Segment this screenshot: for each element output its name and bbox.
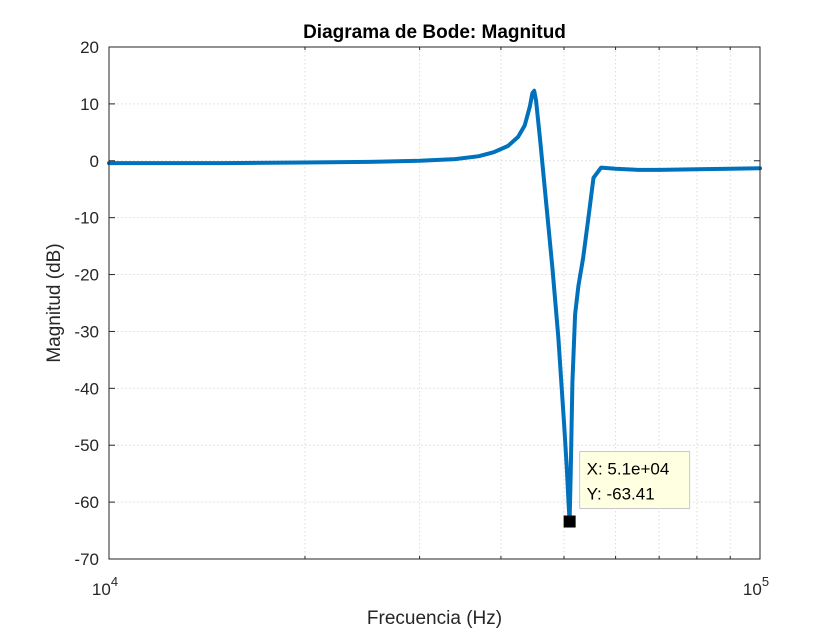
y-tick-label: -50 — [74, 436, 99, 455]
axes-box — [108, 46, 761, 560]
y-tick-label: 10 — [80, 95, 99, 114]
plot-area — [107, 88, 762, 524]
x-tick-base: 10 — [92, 580, 111, 599]
datatip-marker[interactable] — [563, 515, 576, 528]
x-axis-label: Frecuencia (Hz) — [367, 608, 502, 629]
y-axis-label: Magnitud (dB) — [44, 243, 65, 362]
x-tick-base: 10 — [743, 580, 762, 599]
y-tick-label: -40 — [74, 379, 99, 398]
y-tick-label: 0 — [90, 152, 99, 171]
y-tick-label: -10 — [74, 209, 99, 228]
x-tick-label: 105 — [743, 574, 769, 599]
y-tick-label: -30 — [74, 322, 99, 341]
x-tick-exponent: 5 — [762, 574, 769, 589]
x-tick-exponent: 4 — [111, 574, 118, 589]
y-tick-label: -20 — [74, 266, 99, 285]
datatip-box — [579, 451, 691, 510]
datatip-x-text: X: 5.1e+04 — [587, 460, 670, 479]
magnitude-line — [107, 88, 762, 524]
y-tick-label: -60 — [74, 493, 99, 512]
datatip-y-text: Y: -63.41 — [587, 485, 655, 504]
x-tick-label: 104 — [92, 574, 118, 599]
grid — [109, 47, 760, 559]
y-tick-label: 20 — [80, 38, 99, 57]
y-tick-label: -70 — [74, 550, 99, 569]
datatip[interactable]: X: 5.1e+04 Y: -63.41 — [563, 451, 691, 528]
chart-title: Diagrama de Bode: Magnitud — [303, 22, 566, 43]
